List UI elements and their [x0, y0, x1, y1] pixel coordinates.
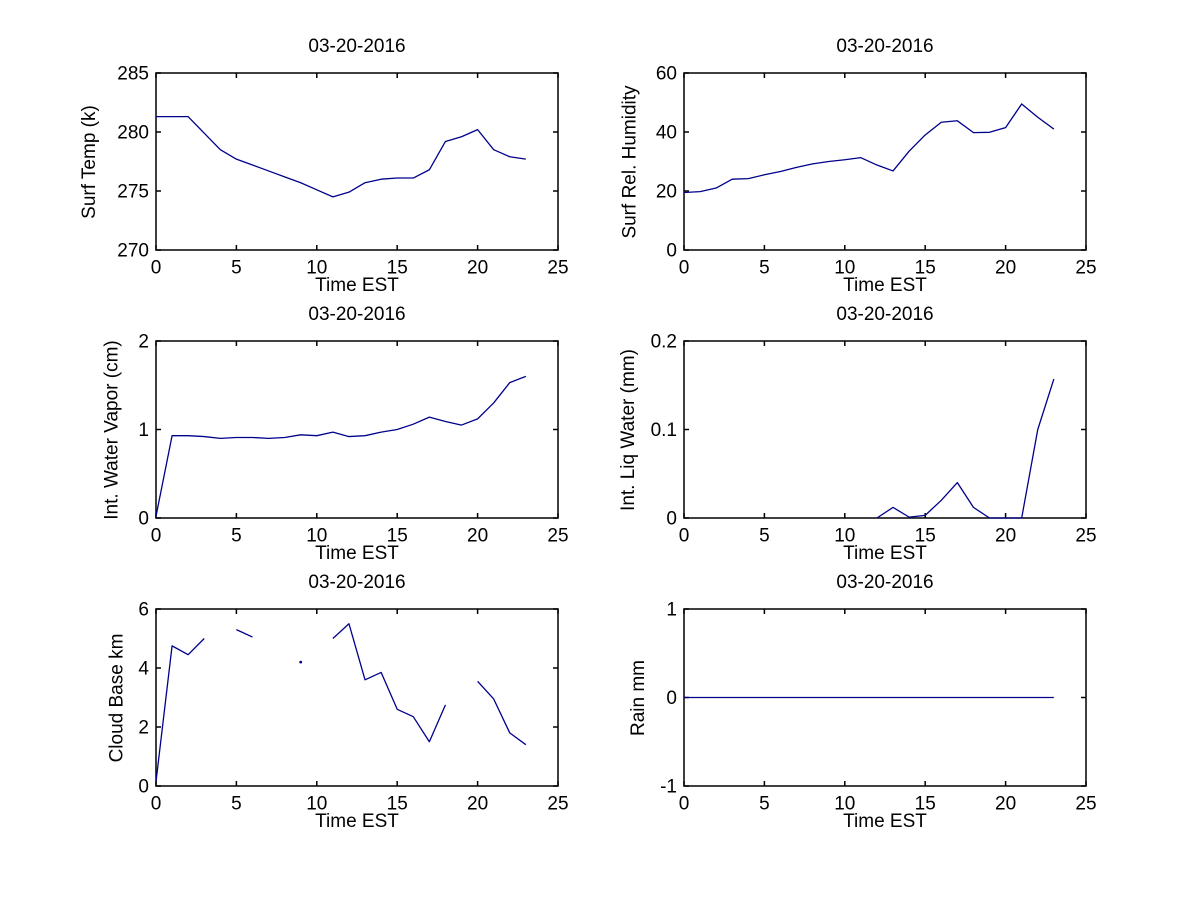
y-tick-label: 0 [666, 688, 677, 709]
y-tick-label: 6 [138, 600, 149, 621]
x-tick-label: 0 [151, 258, 162, 279]
y-tick-label: 20 [656, 182, 677, 203]
plot-title: 03-20-2016 [308, 36, 406, 57]
y-tick-label: 2 [138, 718, 149, 739]
plot-area: 0 5 10 15 20 25-101 [660, 600, 1096, 815]
x-tick-label: 20 [467, 794, 488, 815]
y-tick-label: 280 [117, 123, 149, 144]
plot-title: 03-20-2016 [836, 36, 934, 57]
y-tick-label: 0.2 [651, 332, 677, 353]
y-tick-label: 4 [138, 659, 149, 680]
plot-area: 0 5 10 15 20 25 0 1 2 [138, 332, 568, 547]
x-tick-label: 25 [547, 526, 568, 547]
x-tick-label: 5 [759, 526, 770, 547]
x-tick-label: 5 [231, 526, 242, 547]
x-axis-label: Time EST [843, 543, 927, 564]
subplot-int-water-vapor: 03-20-2016 Int. Water Vapor (cm) 0 5 10 15 2… [102, 304, 569, 564]
y-tick-label: 0 [666, 509, 677, 530]
x-tick-label: 0 [679, 794, 690, 815]
x-axis-label: Time EST [843, 275, 927, 296]
y-tick-label: 0 [138, 509, 149, 530]
x-tick-label: 10 [306, 526, 327, 547]
x-tick-label: 20 [995, 794, 1016, 815]
y-tick-label: -1 [660, 777, 677, 798]
data-line [876, 378, 1055, 519]
subplot-int-liq-water: 03-20-2016 Int. Liq Water (mm) 0 5 10 15 20 2… [618, 304, 1097, 564]
x-tick-label: 0 [679, 526, 690, 547]
plot-title: 03-20-2016 [308, 572, 406, 593]
x-tick-label: 25 [1075, 526, 1096, 547]
x-axis-label: Time EST [315, 811, 399, 832]
x-tick-label: 20 [995, 526, 1016, 547]
subplot-rain: 03-20-2016 Rain mm 0 5 10 15 20 25 -1 0 1 Time E… [628, 572, 1097, 832]
plot-area: 0 5 10 15 20 25 0 2 4 6 [138, 600, 568, 815]
data-line [155, 638, 205, 782]
data-line [477, 680, 527, 746]
x-tick-label: 20 [467, 526, 488, 547]
x-tick-label: 15 [915, 526, 936, 547]
x-tick-label: 15 [915, 258, 936, 279]
plot-title: 03-20-2016 [836, 572, 934, 593]
y-tick-label: 2 [138, 332, 149, 353]
x-tick-label: 25 [547, 794, 568, 815]
data-line [683, 103, 1055, 194]
x-tick-label: 15 [387, 258, 408, 279]
plot-area: 0 5 10 15 20 25 270 275 280 285 [117, 64, 568, 279]
x-tick-label: 10 [834, 526, 855, 547]
plot-area: 0 5 10 15 20 25 0 20 40 60 [656, 64, 1097, 279]
axis-box [155, 608, 559, 787]
data-line [155, 375, 527, 517]
plot-title: 03-20-2016 [308, 304, 406, 325]
axis-box [683, 72, 1087, 251]
x-tick-label: 15 [915, 794, 936, 815]
y-tick-label: 0 [666, 241, 677, 262]
y-tick-label: 275 [117, 182, 149, 203]
x-axis-label: Time EST [843, 811, 927, 832]
data-point [299, 660, 303, 664]
plot-area: 0 5 10 15 20 25 0 0.1 0.2 [651, 332, 1097, 547]
x-tick-label: 25 [547, 258, 568, 279]
x-axis-label: Time EST [315, 543, 399, 564]
x-tick-label: 5 [231, 794, 242, 815]
plot-title: 03-20-2016 [836, 304, 934, 325]
x-axis-label: Time EST [315, 275, 399, 296]
x-tick-label: 5 [759, 258, 770, 279]
x-tick-label: 10 [306, 258, 327, 279]
subplot-surf-rel-humidity: 03-20-2016 Surf Rel. Humidity 0 5 10 15 20 25… [620, 36, 1097, 296]
x-tick-label: 5 [231, 258, 242, 279]
x-tick-label: 15 [387, 794, 408, 815]
y-tick-label: 1 [666, 600, 677, 621]
data-line [236, 629, 253, 638]
x-tick-label: 5 [759, 794, 770, 815]
x-tick-label: 25 [1075, 258, 1096, 279]
axis-box [683, 340, 1087, 519]
y-tick-label: 0 [138, 777, 149, 798]
subplot-surf-temp: 03-20-2016 Surf Temp (k) 0 5 10 15 20 25 270 27… [79, 36, 569, 296]
data-line [156, 116, 526, 198]
x-tick-label: 10 [834, 258, 855, 279]
y-tick-label: 60 [656, 64, 677, 85]
x-tick-label: 20 [467, 258, 488, 279]
y-tick-label: 40 [656, 123, 677, 144]
x-tick-label: 0 [151, 794, 162, 815]
data-line [332, 623, 447, 743]
y-tick-label: 285 [117, 64, 149, 85]
axis-box [155, 72, 559, 251]
x-tick-label: 15 [387, 526, 408, 547]
axis-box [155, 340, 559, 519]
x-tick-label: 10 [834, 794, 855, 815]
y-tick-label: 270 [117, 241, 149, 262]
y-tick-label: 1 [138, 420, 149, 441]
x-tick-label: 0 [679, 258, 690, 279]
subplot-cloud-base: 03-20-2016 Cloud Base km 0 5 10 15 20 25 0 2 4 6 … [106, 572, 569, 832]
y-tick-label: 0.1 [651, 420, 677, 441]
x-tick-label: 20 [995, 258, 1016, 279]
x-tick-label: 10 [306, 794, 327, 815]
x-tick-label: 25 [1075, 794, 1096, 815]
x-tick-label: 0 [151, 526, 162, 547]
